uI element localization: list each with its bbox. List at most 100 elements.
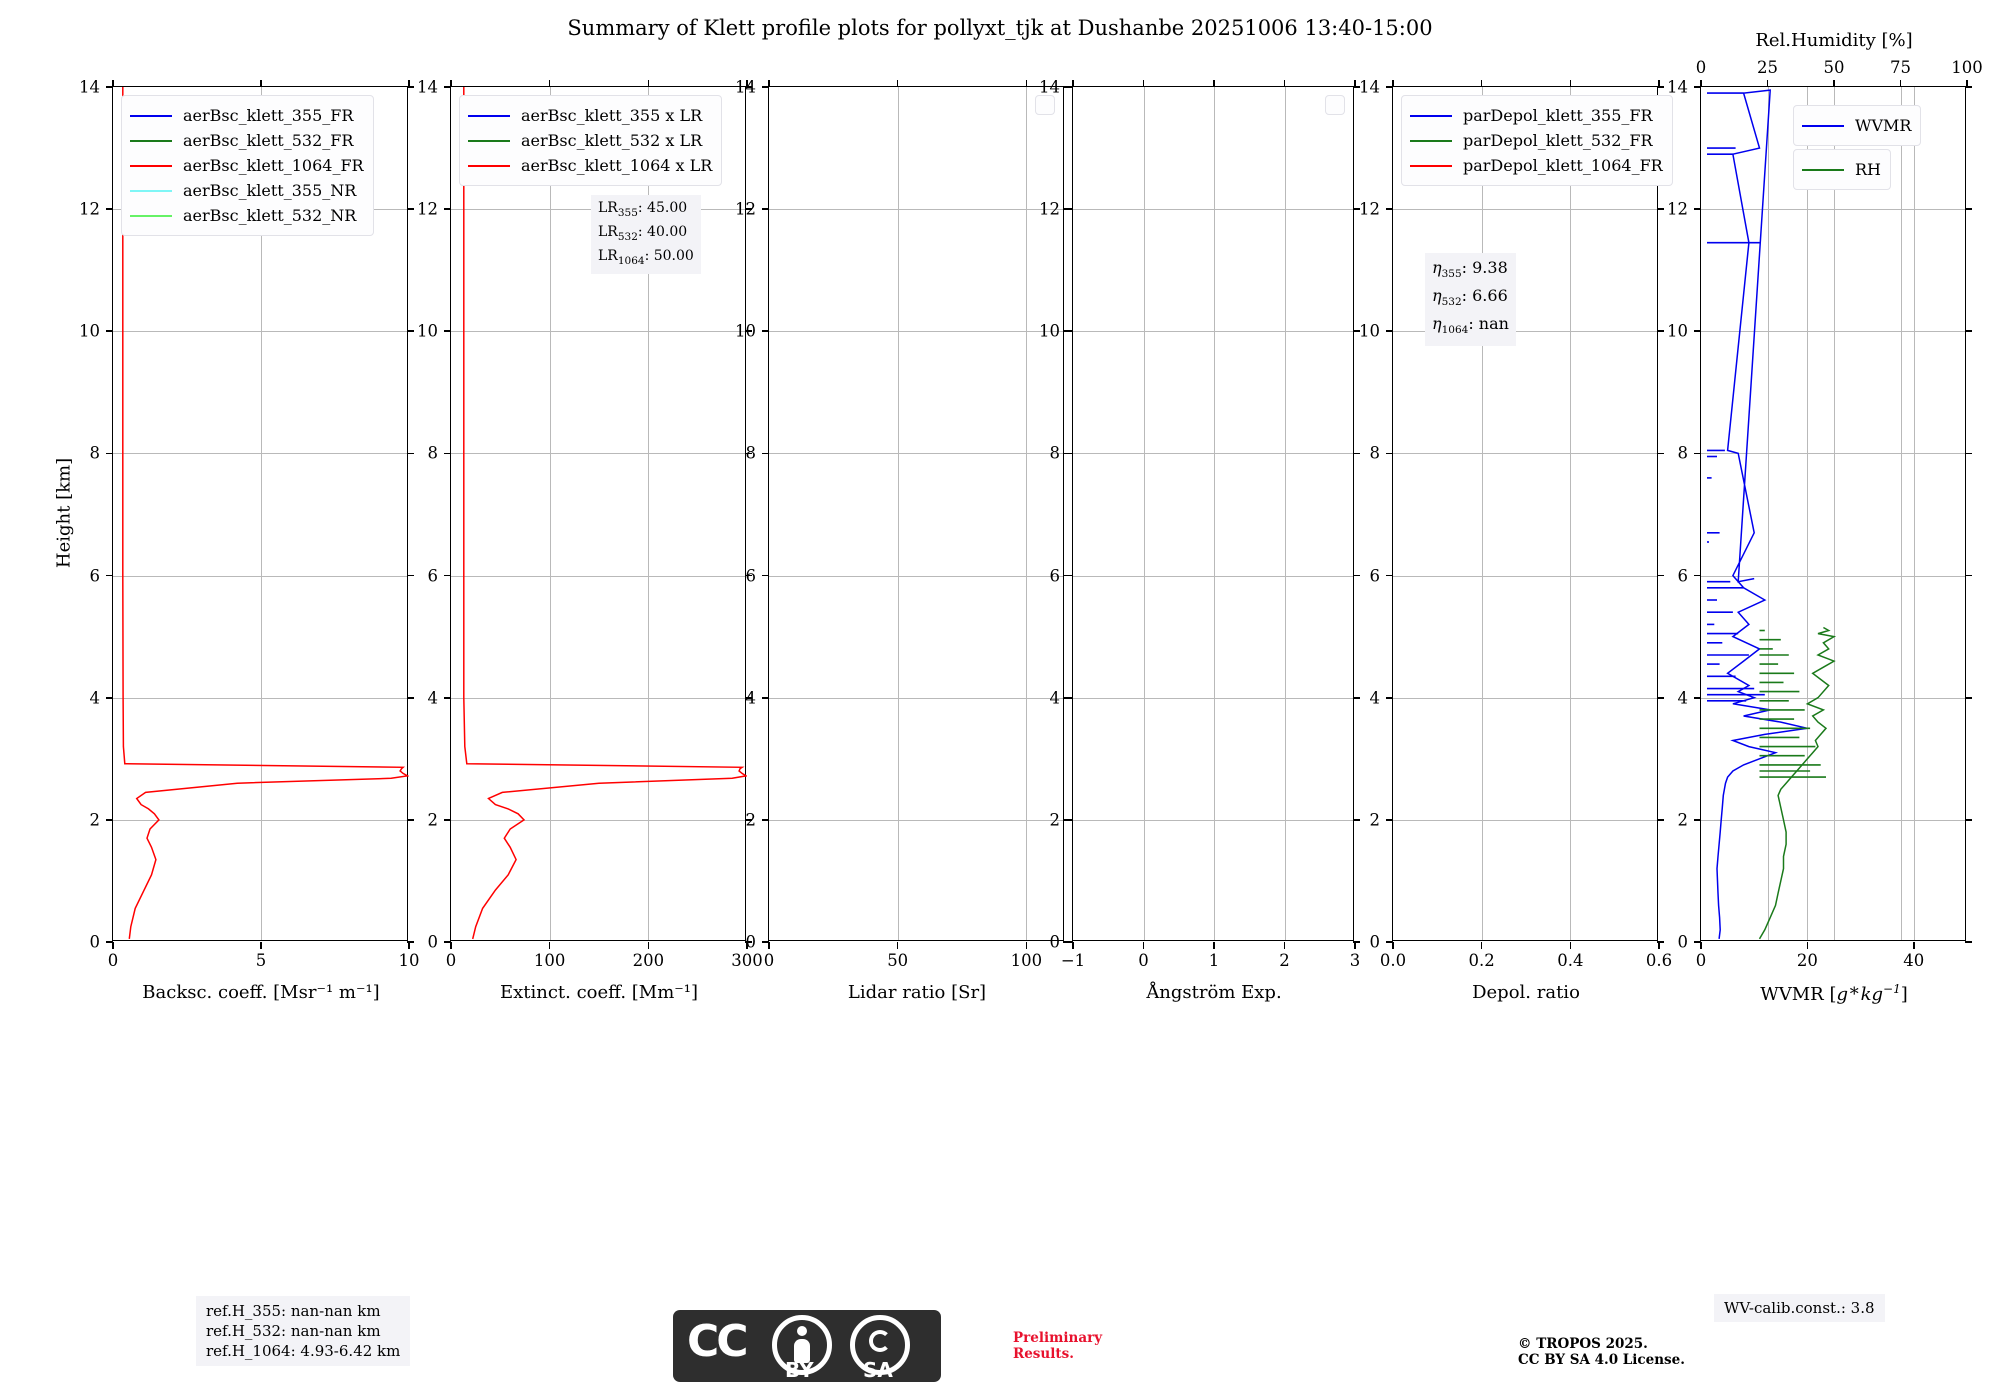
x-tick-label: 0.0 bbox=[1379, 951, 1407, 970]
y-tick-mark bbox=[1386, 819, 1393, 821]
y-tick-mark bbox=[1066, 330, 1073, 333]
y-tick-label: 0 bbox=[1049, 932, 1061, 952]
legend-line-icon bbox=[130, 189, 172, 192]
gridline-horizontal bbox=[769, 331, 1063, 333]
x-tick-mark bbox=[1283, 942, 1286, 949]
y-tick-label: 12 bbox=[79, 199, 100, 219]
annotation-row: LR532: 40.00 bbox=[598, 223, 688, 243]
copyright-line: CC BY SA 4.0 License. bbox=[1518, 1352, 1685, 1368]
y-tick-mark bbox=[762, 819, 769, 821]
annotation-depolarization-ratio: η355: 9.38 η532: 6.66 η1064: nan bbox=[1425, 253, 1516, 346]
x-tick-mark-top bbox=[1025, 80, 1028, 87]
x-tick-label: 0 bbox=[1695, 951, 1707, 970]
y-tick-label: 12 bbox=[1039, 199, 1060, 219]
panel-depolarization-ratio: 0.0 0.2 0.4 0.6 0 2 4 6 8 10 12 14 parDepol_klett_35… bbox=[1359, 78, 1673, 1003]
x-tick-label-top: 75 bbox=[1890, 58, 1911, 77]
legend-row: WVMR bbox=[1802, 113, 1911, 138]
legend-line-icon bbox=[468, 114, 510, 117]
y-tick-mark bbox=[106, 86, 113, 88]
gridline-horizontal bbox=[1393, 575, 1657, 577]
annotation-extinction: LR355: 45.00 LR532: 40.00 LR1064: 50.00 bbox=[591, 195, 701, 275]
x-tick-mark-top bbox=[1833, 80, 1835, 87]
legend-RH: RH bbox=[1793, 149, 1891, 190]
y-tick-mark-right bbox=[407, 574, 414, 577]
x-axis-title-top: Rel.Humidity [%] bbox=[1755, 30, 1913, 51]
y-tick-mark-right bbox=[407, 208, 414, 210]
y-tick-label: 0 bbox=[1369, 932, 1381, 952]
gridline-horizontal bbox=[1073, 697, 1353, 699]
x-tick-mark-top bbox=[260, 80, 262, 87]
y-tick-mark-right bbox=[1657, 696, 1664, 699]
y-tick-label: 6 bbox=[745, 566, 757, 586]
y-tick-mark bbox=[1386, 941, 1393, 943]
legend-row: RH bbox=[1802, 157, 1881, 182]
y-tick-mark bbox=[762, 86, 769, 88]
gridline-horizontal bbox=[1701, 453, 1965, 455]
y-tick-mark-right bbox=[407, 452, 414, 455]
gridline-horizontal bbox=[451, 453, 745, 455]
page-title: Summary of Klett profile plots for polly… bbox=[567, 16, 1433, 40]
series-RH bbox=[1758, 626, 1837, 940]
gridline-vertical bbox=[1767, 87, 1769, 940]
gridline-vertical bbox=[549, 87, 551, 940]
legend-label: aerBsc_klett_355 x LR bbox=[521, 106, 703, 125]
y-tick-mark bbox=[762, 452, 769, 455]
y-tick-mark-right bbox=[1657, 208, 1664, 210]
legend-backscatter: aerBsc_klett_355_FR aerBsc_klett_532_FR ae… bbox=[121, 95, 374, 236]
gridline-vertical bbox=[1834, 87, 1835, 940]
x-axis-title: Lidar ratio [Sr] bbox=[847, 982, 987, 1003]
gridline-vertical bbox=[1807, 87, 1809, 940]
legend-line-icon bbox=[468, 139, 510, 142]
y-tick-label: 4 bbox=[1677, 688, 1689, 708]
cc-license-badge: CC BY SA bbox=[673, 1310, 941, 1382]
y-tick-mark bbox=[1386, 574, 1393, 577]
y-tick-mark-right bbox=[407, 86, 414, 88]
x-tick-label: 0 bbox=[445, 951, 457, 970]
y-tick-label: 12 bbox=[1667, 199, 1688, 219]
y-tick-mark-right bbox=[745, 330, 752, 333]
x-axis-title: Backsc. coeff. [Msr⁻¹ m⁻¹] bbox=[142, 982, 380, 1003]
x-tick-label-top: 100 bbox=[1951, 58, 1983, 77]
legend-row: parDepol_klett_532_FR bbox=[1410, 128, 1663, 153]
legend-row: aerBsc_klett_355_NR bbox=[130, 178, 364, 203]
y-tick-label: 6 bbox=[1677, 566, 1689, 586]
y-tick-label: 6 bbox=[1049, 566, 1061, 586]
y-tick-label: 0 bbox=[1677, 932, 1689, 952]
y-tick-label: 14 bbox=[1039, 77, 1060, 97]
panel-extinction: 0 100 200 300 0 2 4 6 8 10 12 14 aerBsc_klett_355 x … bbox=[417, 78, 763, 1004]
cc-by-person-icon bbox=[797, 1326, 807, 1336]
cc-logo-text: CC bbox=[687, 1316, 749, 1367]
y-tick-mark-right bbox=[745, 86, 752, 88]
y-tick-mark bbox=[1694, 452, 1701, 455]
legend-label: aerBsc_klett_1064 x LR bbox=[521, 156, 713, 175]
y-tick-label: 8 bbox=[745, 443, 757, 463]
gridline-horizontal bbox=[113, 331, 407, 333]
y-tick-mark-right bbox=[1965, 696, 1972, 699]
cc-sa-arrow-icon bbox=[869, 1330, 891, 1352]
data-curves bbox=[463, 87, 747, 940]
x-tick-label: 50 bbox=[887, 951, 909, 970]
y-tick-mark bbox=[762, 574, 769, 577]
x-tick-mark-top bbox=[1766, 80, 1769, 87]
x-axis-title: Extinct. coeff. [Mm⁻¹] bbox=[499, 982, 699, 1003]
y-tick-mark bbox=[1694, 696, 1701, 699]
gridline-vertical bbox=[1570, 87, 1572, 940]
y-tick-label: 8 bbox=[427, 443, 439, 463]
y-tick-label: 14 bbox=[735, 77, 756, 97]
y-tick-mark bbox=[1386, 208, 1393, 210]
x-tick-mark-top bbox=[1966, 80, 1968, 87]
y-tick-mark bbox=[1386, 452, 1393, 455]
y-tick-label: 4 bbox=[1049, 688, 1061, 708]
gridline-horizontal bbox=[451, 697, 745, 699]
y-tick-mark bbox=[106, 574, 113, 577]
y-tick-mark bbox=[106, 819, 113, 821]
y-tick-label: 10 bbox=[1359, 321, 1380, 341]
x-tick-mark bbox=[1480, 942, 1483, 949]
x-tick-mark-top bbox=[746, 80, 748, 87]
y-tick-mark-right bbox=[745, 941, 752, 943]
y-tick-label: 2 bbox=[89, 810, 101, 830]
x-tick-mark bbox=[1072, 942, 1074, 949]
panel-wvmr-rh: 0 20 40 0 25 50 75 100 Rel.Humidity [%] 0 2 4 6 8 10 12… bbox=[1667, 30, 1983, 1005]
y-tick-label: 12 bbox=[735, 199, 756, 219]
legend-line-icon bbox=[1802, 124, 1844, 127]
